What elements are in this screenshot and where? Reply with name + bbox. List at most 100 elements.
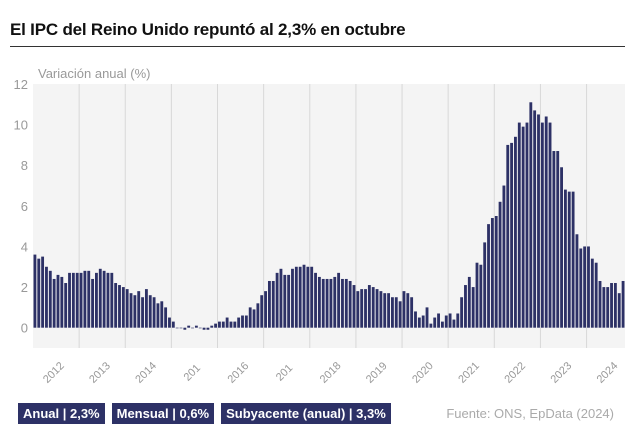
y-axis-ticks: 0 2 4 6 8 10 12 [14,77,28,336]
cpi-bar [525,122,529,328]
cpi-bar [579,248,583,328]
cpi-bar [206,327,210,330]
y-tick-label: 8 [21,158,28,173]
cpi-bar [371,287,375,328]
x-tick-label: 2020 [410,360,436,386]
cpi-bar [460,297,464,328]
cpi-bar [391,297,394,328]
cpi-bar [606,287,610,328]
cpi-bar [191,327,194,329]
cpi-bar [594,262,598,328]
cpi-bar [414,311,417,328]
cpi-bar [129,293,133,328]
cpi-bar [91,278,95,328]
legend: Anual | 2,3% Mensual | 0,6% Subyacente (… [18,403,391,424]
cpi-bar [148,295,152,328]
cpi-bar [398,301,402,328]
cpi-bar [467,276,471,328]
cpi-bar [260,295,264,328]
cpi-bar [152,297,156,328]
y-tick-label: 2 [21,280,28,295]
cpi-bar [83,270,87,328]
cpi-bar [271,280,275,328]
cpi-bar [425,307,429,328]
cpi-bar [71,272,75,328]
cpi-bar [383,293,387,328]
cpi-bar [291,268,294,328]
cpi-bar [537,114,540,328]
cpi-bar [137,291,141,328]
cpi-bar [214,323,218,328]
cpi-bar [394,297,398,328]
cpi-bar [498,201,502,328]
x-tick-label: 201 [274,362,295,383]
cpi-bar [279,268,283,328]
cpi-bar [256,303,260,328]
cpi-bar [141,297,144,328]
cpi-bar [125,289,129,328]
cpi-bar [610,283,613,328]
cpi-bar [33,254,37,328]
cpi-bar [352,285,356,328]
cpi-bar [45,266,48,328]
cpi-bar [514,136,517,328]
cpi-bar [529,102,533,328]
cpi-bar [87,270,91,328]
cpi-bar [483,242,487,328]
cpi-bar [225,317,229,328]
cpi-bar [548,122,552,328]
cpi-bar [98,268,102,328]
x-tick-label: 2014 [133,360,159,386]
cpi-bar [344,278,348,328]
cpi-bar [387,293,391,328]
legend-annual: Anual | 2,3% [18,403,105,424]
cpi-bar [244,315,248,328]
cpi-bar [429,323,433,328]
cpi-bar [560,167,563,328]
cpi-bar [471,287,475,328]
title-divider [10,46,625,47]
cpi-bar [421,315,425,328]
cpi-bar [540,122,544,328]
cpi-bar [283,274,287,328]
cpi-bar [417,317,421,328]
cpi-bar [160,301,164,328]
cpi-bar [556,151,560,328]
cpi-bar [144,289,148,328]
x-tick-label: 2021 [456,360,482,386]
cpi-bar [221,321,225,328]
cpi-bar [598,280,602,328]
cpi-bar [563,189,567,328]
x-tick-label: 2023 [548,360,574,386]
cpi-bar [202,327,206,330]
cpi-bar [475,262,479,328]
cpi-bar [310,266,314,328]
cpi-bar [264,291,267,328]
cpi-bar [210,325,214,328]
cpi-bar [587,246,590,328]
cpi-bar [267,280,271,328]
cpi-bar [544,116,548,328]
cpi-bar [52,278,56,328]
cpi-bar [521,126,525,328]
cpi-bar [294,266,298,328]
cpi-bar [175,327,179,329]
legend-monthly: Mensual | 0,6% [111,403,215,424]
cpi-bar [602,287,606,328]
cpi-bar [102,270,106,328]
x-axis-ticks: 2012 2013 2014 201 2016 201 2018 2019 2020 2021 20… [41,360,620,386]
cpi-bar [198,327,202,329]
cpi-bar [287,274,291,328]
cpi-bar [464,285,467,328]
cpi-bar [95,272,98,328]
y-tick-label: 12 [14,77,28,92]
cpi-bar [325,278,329,328]
cpi-bar [41,256,45,328]
cpi-bar [444,315,448,328]
x-tick-label: 2012 [41,360,67,386]
cpi-bar [241,315,244,328]
cpi-bar [364,289,367,328]
cpi-bar [37,258,41,328]
cpi-bar [356,291,360,328]
